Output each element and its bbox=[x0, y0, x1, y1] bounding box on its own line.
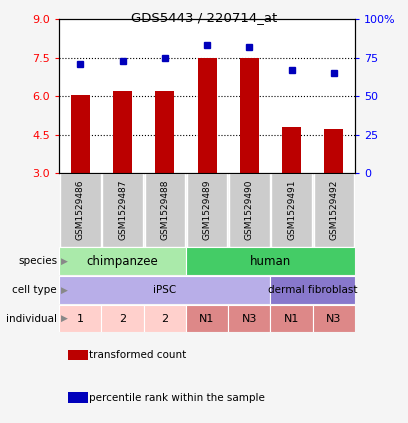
Text: GSM1529489: GSM1529489 bbox=[202, 179, 212, 240]
Text: individual: individual bbox=[6, 314, 57, 324]
Bar bbox=[197, 58, 217, 173]
Text: iPSC: iPSC bbox=[153, 285, 176, 295]
Text: GSM1529486: GSM1529486 bbox=[76, 179, 85, 240]
Bar bbox=[113, 91, 132, 173]
Bar bbox=[324, 129, 344, 173]
Bar bbox=[59, 276, 271, 304]
Text: GSM1529490: GSM1529490 bbox=[245, 179, 254, 240]
Text: cell type: cell type bbox=[13, 285, 57, 295]
Text: N1: N1 bbox=[284, 314, 299, 324]
Bar bbox=[102, 173, 143, 247]
Bar bbox=[59, 247, 186, 275]
Bar bbox=[60, 173, 100, 247]
Text: GSM1529487: GSM1529487 bbox=[118, 179, 127, 240]
Text: ▶: ▶ bbox=[61, 286, 68, 294]
Text: 2: 2 bbox=[119, 314, 126, 324]
Bar bbox=[240, 58, 259, 173]
Bar bbox=[271, 305, 313, 332]
Bar bbox=[155, 91, 174, 173]
Bar bbox=[271, 173, 312, 247]
Text: 2: 2 bbox=[161, 314, 169, 324]
Text: chimpanzee: chimpanzee bbox=[86, 255, 158, 268]
Text: percentile rank within the sample: percentile rank within the sample bbox=[89, 393, 265, 403]
Bar bbox=[271, 276, 355, 304]
Text: N3: N3 bbox=[326, 314, 341, 324]
Text: ▶: ▶ bbox=[61, 314, 68, 323]
Text: human: human bbox=[250, 255, 291, 268]
Text: GDS5443 / 220714_at: GDS5443 / 220714_at bbox=[131, 11, 277, 24]
Bar bbox=[68, 350, 88, 360]
Text: 1: 1 bbox=[77, 314, 84, 324]
Bar bbox=[68, 393, 88, 403]
Bar bbox=[144, 305, 186, 332]
Bar bbox=[144, 173, 185, 247]
Text: transformed count: transformed count bbox=[89, 350, 186, 360]
Text: dermal fibroblast: dermal fibroblast bbox=[268, 285, 357, 295]
Text: N3: N3 bbox=[242, 314, 257, 324]
Bar bbox=[186, 305, 228, 332]
Text: N1: N1 bbox=[200, 314, 215, 324]
Bar bbox=[313, 173, 354, 247]
Bar bbox=[313, 305, 355, 332]
Bar bbox=[282, 126, 301, 173]
Bar bbox=[59, 305, 102, 332]
Text: species: species bbox=[18, 256, 57, 266]
Bar bbox=[228, 305, 271, 332]
Bar bbox=[187, 173, 227, 247]
Text: ▶: ▶ bbox=[61, 257, 68, 266]
Text: GSM1529492: GSM1529492 bbox=[329, 179, 338, 240]
Bar bbox=[71, 95, 90, 173]
Text: GSM1529488: GSM1529488 bbox=[160, 179, 169, 240]
Bar bbox=[102, 305, 144, 332]
Text: GSM1529491: GSM1529491 bbox=[287, 179, 296, 240]
Bar bbox=[229, 173, 270, 247]
Bar bbox=[186, 247, 355, 275]
